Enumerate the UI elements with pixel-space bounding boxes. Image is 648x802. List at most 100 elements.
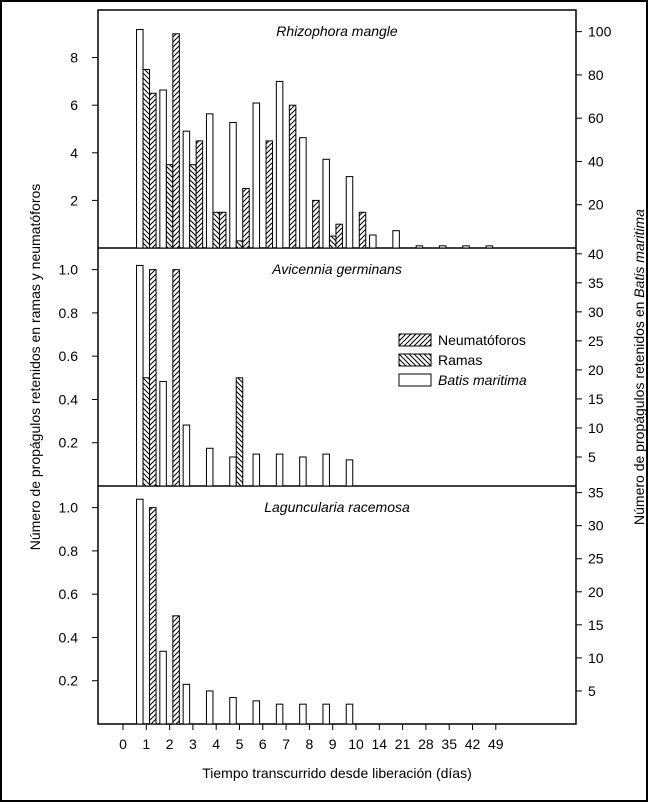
right-tick-label: 35 [588, 275, 604, 291]
bar-batis-maritima [322, 453, 330, 487]
bar-neumatoforos [358, 211, 367, 249]
right-tick-label: 25 [588, 551, 604, 567]
bar-batis-maritima [345, 459, 354, 487]
bar-batis-maritima [322, 158, 330, 249]
x-tick-label: 49 [488, 736, 504, 752]
bar-neumatoforos [335, 223, 343, 249]
bar-batis-maritima [299, 456, 307, 487]
x-tick-label: 5 [236, 736, 244, 752]
left-tick-label: 0.4 [59, 629, 79, 645]
right-tick-label: 20 [588, 362, 604, 378]
x-tick-label: 14 [372, 736, 388, 752]
bar-batis-maritima [415, 245, 424, 249]
bar-batis-maritima [229, 122, 237, 249]
bar-neumatoforos [149, 269, 157, 487]
bar-ramas [165, 164, 174, 249]
bar-batis-maritima [205, 690, 214, 725]
right-tick-label: 30 [588, 518, 604, 534]
right-y-axis-label: Número de propágulos retenidos en Batis … [631, 209, 647, 525]
right-tick-label: 25 [588, 333, 604, 349]
x-tick-label: 21 [395, 736, 411, 752]
panel-title-avicennia-germinans: Avicennia germinans [271, 261, 402, 277]
bar-batis-maritima [299, 137, 307, 249]
x-tick-label: 42 [465, 736, 481, 752]
bar-neumatoforos [172, 269, 180, 487]
bar-batis-maritima [159, 381, 167, 487]
right-tick-label: 100 [588, 24, 612, 40]
left-tick-label: 1.0 [59, 262, 79, 278]
bar-ramas [189, 164, 197, 249]
panels-layer: Rhizophora mangle 2 4 6 8 20 40 60 80 100 Avicenni… [59, 23, 612, 725]
bar-neumatoforos [218, 211, 227, 249]
legend-swatch-batis-maritima [398, 373, 432, 387]
left-tick-label: 8 [70, 50, 78, 66]
right-y-axis-label-species: Batis maritima [631, 209, 647, 298]
right-tick-label: 10 [588, 420, 604, 436]
panel-title-rhizophora-mangle: Rhizophora mangle [276, 23, 398, 39]
bar-batis-maritima [229, 697, 237, 725]
bar-batis-maritima [345, 176, 354, 249]
bar-batis-maritima [275, 453, 284, 487]
left-tick-label: 6 [70, 97, 78, 113]
plot-frame [97, 9, 577, 725]
legend-label-ramas: Ramas [438, 352, 482, 368]
bar-batis-maritima [485, 245, 494, 249]
bar-batis-maritima [252, 700, 261, 725]
bar-batis-maritima [159, 650, 167, 725]
x-tick-label: 7 [282, 736, 290, 752]
bar-batis-maritima [252, 453, 261, 487]
bar-ramas [235, 377, 244, 487]
right-tick-label: 15 [588, 391, 604, 407]
bar-neumatoforos [265, 140, 274, 249]
bar-batis-maritima [182, 683, 191, 725]
bar-neumatoforos [149, 92, 157, 249]
left-tick-label: 0.6 [59, 586, 79, 602]
bar-batis-maritima [438, 245, 447, 249]
bar-neumatoforos [312, 199, 320, 249]
right-tick-label: 40 [588, 153, 604, 169]
panel-laguncularia-racemosa: Laguncularia racemosa 0.2 0.4 0.6 0.8 1.0 5 10 1… [59, 485, 604, 725]
bar-batis-maritima [159, 89, 167, 249]
legend-label-batis-maritima: Batis maritima [438, 372, 527, 388]
panel-rhizophora-mangle: Rhizophora mangle 2 4 6 8 20 40 60 80 100 [70, 23, 612, 249]
x-tick-label: 10 [348, 736, 364, 752]
right-tick-label: 20 [588, 584, 604, 600]
x-tick-label: 2 [166, 736, 174, 752]
bar-neumatoforos [288, 104, 297, 249]
panel-title-laguncularia-racemosa: Laguncularia racemosa [264, 499, 410, 515]
left-tick-label: 0.8 [59, 543, 79, 559]
bar-batis-maritima [275, 80, 284, 249]
x-tick-label: 4 [212, 736, 220, 752]
legend-swatch-neumatoforos [398, 333, 432, 347]
bar-neumatoforos [195, 140, 204, 249]
bar-batis-maritima [182, 424, 191, 487]
x-tick-label: 0 [119, 736, 127, 752]
x-tick-label: 8 [306, 736, 314, 752]
x-axis: 0 1 2 3 4 5 6 7 8 9 10 14 21 28 35 42 49 [119, 724, 504, 752]
bar-ramas [212, 211, 220, 249]
bar-batis-maritima [229, 456, 237, 487]
right-tick-label: 80 [588, 67, 604, 83]
x-tick-label: 3 [189, 736, 197, 752]
legend-label-neumatoforos: Neumatóforos [438, 332, 526, 348]
right-tick-label: 5 [588, 683, 596, 699]
bar-ramas [142, 69, 151, 249]
left-tick-label: 0.2 [59, 435, 79, 451]
left-tick-label: 0.8 [59, 305, 79, 321]
right-tick-label: 5 [588, 449, 596, 465]
left-tick-label: 0.4 [59, 391, 79, 407]
bar-neumatoforos [172, 615, 180, 725]
bar-neumatoforos [149, 507, 157, 725]
x-tick-label: 35 [441, 736, 457, 752]
bar-ramas [235, 240, 244, 249]
x-axis-label: Tiempo transcurrido desde liberación (dí… [202, 765, 472, 781]
bar-batis-maritima [136, 264, 144, 487]
left-tick-label: 0.6 [59, 348, 79, 364]
x-tick-label: 6 [259, 736, 267, 752]
bar-batis-maritima [299, 703, 307, 725]
bar-batis-maritima [345, 703, 354, 725]
left-tick-label: 4 [70, 145, 78, 161]
right-tick-label: 40 [588, 246, 604, 262]
